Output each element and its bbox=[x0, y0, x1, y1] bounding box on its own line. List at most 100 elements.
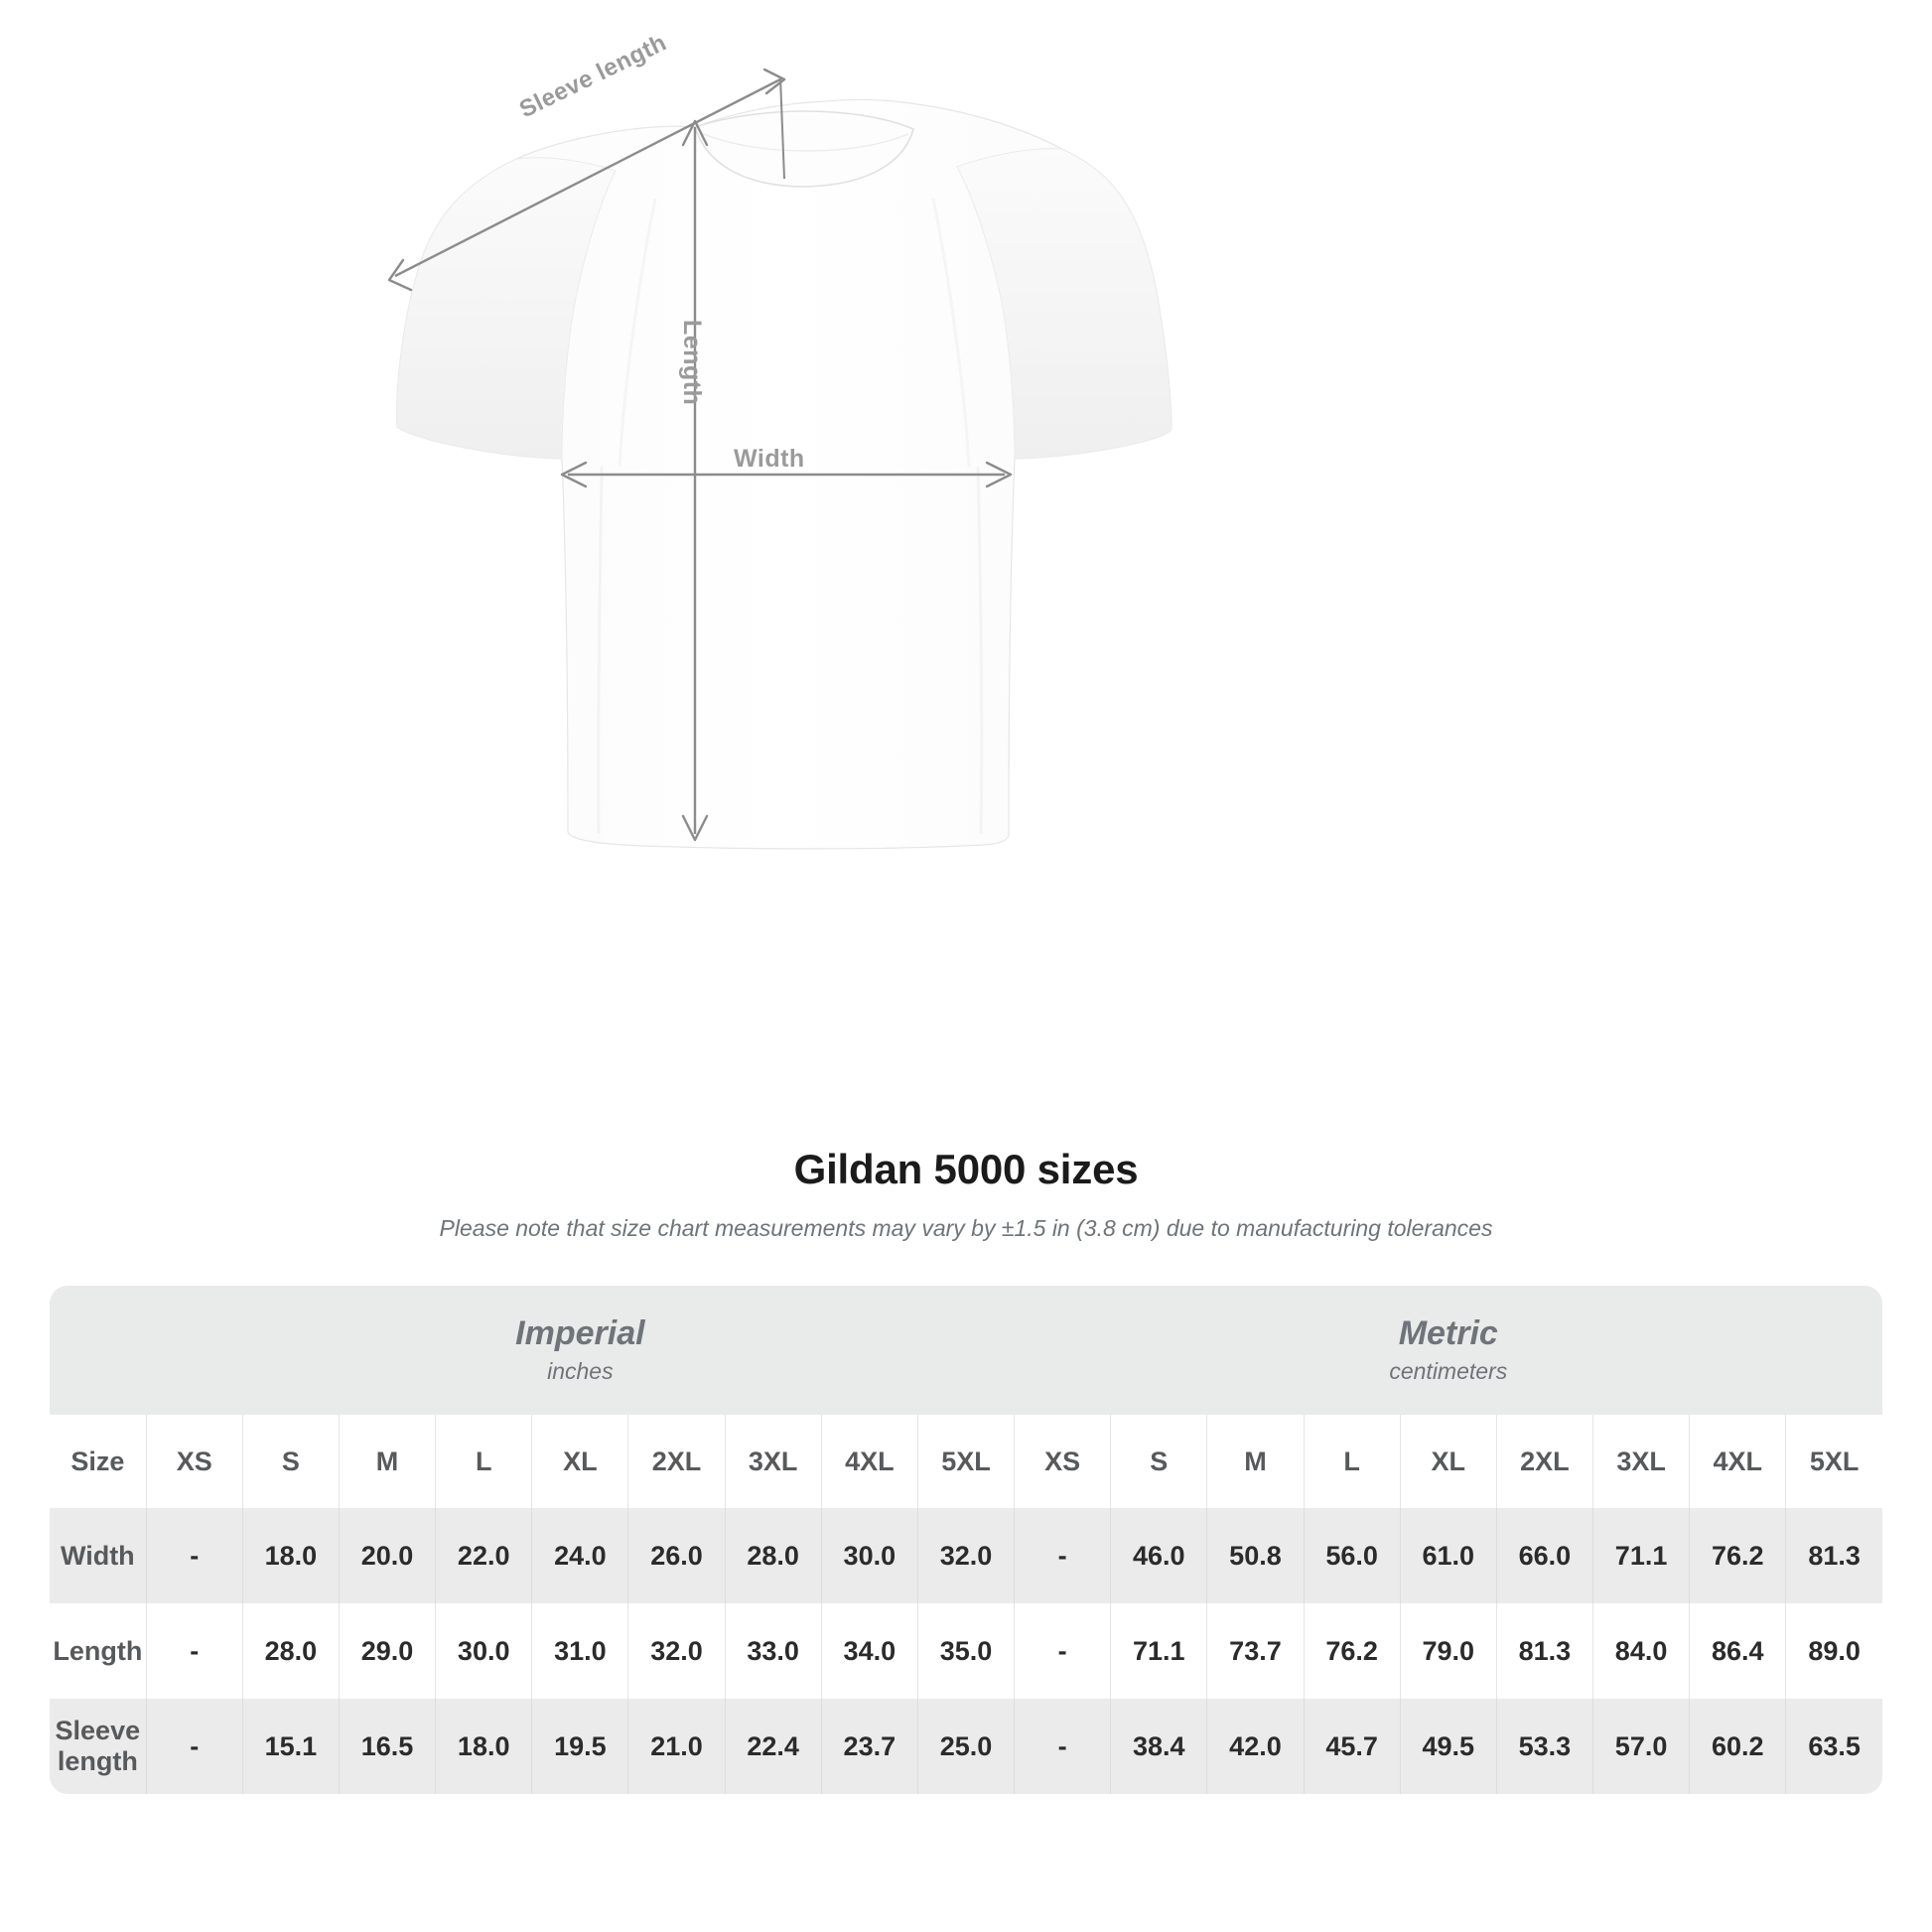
cell-length-metric-l: 76.2 bbox=[1303, 1603, 1401, 1699]
length-arrow bbox=[681, 119, 709, 842]
size-header-metric-5xl: 5XL bbox=[1785, 1415, 1882, 1508]
unit-group-subtitle: centimeters bbox=[1389, 1358, 1508, 1385]
cell-sleeve-length-metric-xl: 49.5 bbox=[1399, 1699, 1497, 1794]
size-header-imperial-s: S bbox=[241, 1415, 340, 1508]
width-arrow bbox=[560, 461, 1013, 488]
cell-width-imperial-3xl: 28.0 bbox=[724, 1508, 822, 1603]
page-title: Gildan 5000 sizes bbox=[793, 1146, 1139, 1192]
size-header-imperial-5xl: 5XL bbox=[916, 1415, 1015, 1508]
cell-length-imperial-2xl: 32.0 bbox=[627, 1603, 726, 1699]
tolerance-note: Please note that size chart measurements… bbox=[439, 1215, 1493, 1241]
cell-length-imperial-3xl: 33.0 bbox=[724, 1603, 822, 1699]
size-header-imperial-m: M bbox=[338, 1415, 436, 1508]
cell-width-imperial-l: 22.0 bbox=[435, 1508, 532, 1603]
cell-length-imperial-xs: - bbox=[145, 1603, 243, 1699]
size-header-imperial-xl: XL bbox=[531, 1415, 628, 1508]
cell-sleeve-length-metric-3xl: 57.0 bbox=[1591, 1699, 1690, 1794]
size-header-label: Size bbox=[50, 1415, 147, 1508]
garment-diagram: Sleeve length Length Width bbox=[387, 29, 1173, 850]
unit-group-metric: Metric centimeters bbox=[1014, 1286, 1882, 1415]
size-header-imperial-xs: XS bbox=[145, 1415, 243, 1508]
measurements-table: Imperial inches Metric centimeters Size XS S M L… bbox=[50, 1286, 1882, 1794]
cell-width-imperial-xs: - bbox=[145, 1508, 243, 1603]
cell-width-imperial-xl: 24.0 bbox=[531, 1508, 628, 1603]
cell-length-imperial-l: 30.0 bbox=[435, 1603, 532, 1699]
cell-sleeve-length-metric-2xl: 53.3 bbox=[1495, 1699, 1593, 1794]
row-label-length: Length bbox=[50, 1603, 147, 1699]
width-label: Width bbox=[734, 445, 805, 473]
unit-group-name: Metric bbox=[1398, 1314, 1498, 1353]
cell-width-imperial-2xl: 26.0 bbox=[627, 1508, 726, 1603]
table-row: Sleeve length -15.1 16.5 18.0 19.5 21.0 22.4 23… bbox=[50, 1699, 1882, 1794]
cell-sleeve-length-metric-5xl: 63.5 bbox=[1785, 1699, 1882, 1794]
cell-length-metric-4xl: 86.4 bbox=[1689, 1603, 1786, 1699]
cell-sleeve-length-imperial-xs: - bbox=[145, 1699, 243, 1794]
size-header-metric-xl: XL bbox=[1399, 1415, 1497, 1508]
size-header-metric-4xl: 4XL bbox=[1689, 1415, 1786, 1508]
unit-group-name: Imperial bbox=[515, 1314, 645, 1353]
table-row: Length -28.0 29.0 30.0 31.0 32.0 33.0 34.0 35.0-… bbox=[50, 1603, 1882, 1699]
cell-sleeve-length-imperial-s: 15.1 bbox=[241, 1699, 340, 1794]
size-header-metric-m: M bbox=[1206, 1415, 1305, 1508]
length-label: Length bbox=[678, 320, 706, 406]
cell-sleeve-length-metric-xs: - bbox=[1014, 1699, 1111, 1794]
row-label-width: Width bbox=[50, 1508, 147, 1603]
measurement-arrows bbox=[387, 68, 1013, 842]
size-header-metric-xs: XS bbox=[1014, 1415, 1111, 1508]
cell-length-imperial-xl: 31.0 bbox=[531, 1603, 628, 1699]
size-header-metric-s: S bbox=[1110, 1415, 1207, 1508]
cell-length-metric-2xl: 81.3 bbox=[1495, 1603, 1593, 1699]
row-label-sleeve-length: Sleeve length bbox=[50, 1699, 147, 1794]
size-header-imperial-2xl: 2XL bbox=[627, 1415, 726, 1508]
cell-sleeve-length-imperial-xl: 19.5 bbox=[531, 1699, 628, 1794]
title-block: Gildan 5000 sizes Please note that size … bbox=[0, 1142, 1932, 1242]
cell-length-imperial-s: 28.0 bbox=[241, 1603, 340, 1699]
cell-width-metric-s: 46.0 bbox=[1110, 1508, 1207, 1603]
cell-width-metric-2xl: 66.0 bbox=[1495, 1508, 1593, 1603]
unit-group-imperial: Imperial inches bbox=[146, 1286, 1015, 1415]
cell-sleeve-length-metric-s: 38.4 bbox=[1110, 1699, 1207, 1794]
cell-width-metric-l: 56.0 bbox=[1303, 1508, 1401, 1603]
cell-sleeve-length-imperial-2xl: 21.0 bbox=[627, 1699, 726, 1794]
cell-width-imperial-4xl: 30.0 bbox=[820, 1508, 918, 1603]
cell-width-metric-m: 50.8 bbox=[1206, 1508, 1305, 1603]
cell-width-metric-4xl: 76.2 bbox=[1689, 1508, 1786, 1603]
unit-group-row: Imperial inches Metric centimeters bbox=[50, 1286, 1882, 1415]
cell-length-metric-m: 73.7 bbox=[1206, 1603, 1305, 1699]
cell-width-imperial-m: 20.0 bbox=[338, 1508, 436, 1603]
unit-row-corner bbox=[50, 1286, 147, 1415]
cell-width-metric-xl: 61.0 bbox=[1399, 1508, 1497, 1603]
cell-length-metric-xs: - bbox=[1014, 1603, 1111, 1699]
cell-sleeve-length-imperial-5xl: 25.0 bbox=[916, 1699, 1015, 1794]
cell-sleeve-length-imperial-l: 18.0 bbox=[435, 1699, 532, 1794]
cell-length-metric-5xl: 89.0 bbox=[1785, 1603, 1882, 1699]
cell-length-imperial-5xl: 35.0 bbox=[916, 1603, 1015, 1699]
table-row: Width -18.0 20.0 22.0 24.0 26.0 28.0 30.0 32.0-4… bbox=[50, 1508, 1882, 1603]
cell-width-imperial-5xl: 32.0 bbox=[916, 1508, 1015, 1603]
cell-width-metric-3xl: 71.1 bbox=[1591, 1508, 1690, 1603]
cell-width-imperial-s: 18.0 bbox=[241, 1508, 340, 1603]
size-header-metric-l: L bbox=[1303, 1415, 1401, 1508]
cell-sleeve-length-imperial-4xl: 23.7 bbox=[820, 1699, 918, 1794]
cell-sleeve-length-metric-l: 45.7 bbox=[1303, 1699, 1401, 1794]
tshirt-svg bbox=[387, 68, 1173, 850]
size-header-metric-2xl: 2XL bbox=[1495, 1415, 1593, 1508]
cell-sleeve-length-metric-m: 42.0 bbox=[1206, 1699, 1305, 1794]
cell-width-metric-5xl: 81.3 bbox=[1785, 1508, 1882, 1603]
shirt-illustration: Sleeve length Length Width bbox=[387, 29, 1173, 850]
cell-width-metric-xs: - bbox=[1014, 1508, 1111, 1603]
size-chart-table: Imperial inches Metric centimeters Size XS S M L… bbox=[50, 1286, 1882, 1794]
size-header-imperial-4xl: 4XL bbox=[820, 1415, 918, 1508]
cell-sleeve-length-imperial-3xl: 22.4 bbox=[724, 1699, 822, 1794]
cell-sleeve-length-metric-4xl: 60.2 bbox=[1689, 1699, 1786, 1794]
cell-sleeve-length-imperial-m: 16.5 bbox=[338, 1699, 436, 1794]
size-header-row: Size XS S M L XL 2XL 3XL 4XL 5XL XS S M L XL 2XL 3XL 4XL 5… bbox=[50, 1415, 1882, 1508]
cell-length-metric-3xl: 84.0 bbox=[1591, 1603, 1690, 1699]
size-header-imperial-3xl: 3XL bbox=[724, 1415, 822, 1508]
size-header-imperial-l: L bbox=[435, 1415, 532, 1508]
cell-length-imperial-4xl: 34.0 bbox=[820, 1603, 918, 1699]
unit-group-subtitle: inches bbox=[547, 1358, 614, 1385]
sleeve-length-arrow bbox=[387, 68, 786, 292]
size-header-metric-3xl: 3XL bbox=[1591, 1415, 1690, 1508]
cell-length-metric-s: 71.1 bbox=[1110, 1603, 1207, 1699]
